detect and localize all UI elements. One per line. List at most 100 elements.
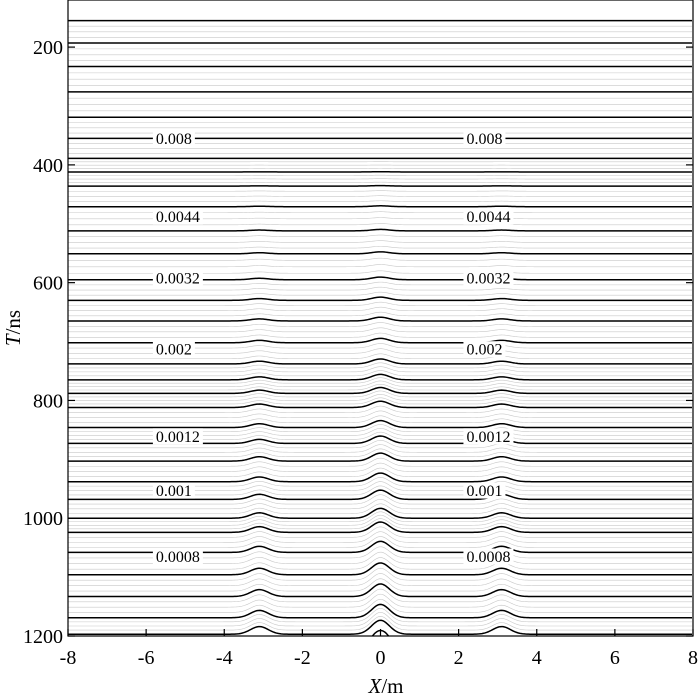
minor-contour-line	[68, 557, 692, 570]
x-tick-label: 0	[376, 647, 386, 669]
minor-contour-line	[68, 612, 692, 627]
minor-contour-line	[68, 301, 692, 306]
minor-contour-line	[68, 578, 692, 592]
contour-label: 0.008	[156, 131, 192, 148]
minor-contour-line	[68, 234, 692, 237]
minor-contour-line	[68, 448, 692, 457]
x-tick-label: -6	[138, 647, 155, 669]
major-contour-lines	[68, 19, 692, 637]
contour-label-background	[152, 130, 195, 147]
contour-line	[68, 386, 692, 395]
y-tick-label: 1000	[23, 508, 63, 530]
minor-contour-line	[68, 332, 692, 338]
minor-contour-line	[68, 514, 692, 526]
contour-line	[68, 400, 692, 409]
minor-contour-line	[68, 599, 692, 613]
minor-contour-line	[68, 440, 692, 449]
contour-label-background	[152, 548, 203, 565]
minor-contour-line	[68, 397, 692, 405]
contour-label-background	[152, 428, 203, 445]
minor-contour-line	[68, 608, 692, 623]
contour-labels: 0.008 0.008 0.0044 0.0044 0.0032 0.0032 0.002 0…	[152, 130, 514, 566]
minor-contour-line	[68, 327, 692, 333]
contour-label: 0.002	[156, 342, 192, 359]
x-tick-label: 4	[532, 647, 542, 669]
minor-contour-line	[68, 306, 692, 311]
minor-contour-line	[68, 195, 692, 197]
contour-line	[68, 521, 692, 534]
x-tick-label: -8	[60, 647, 77, 669]
contour-label-background	[152, 482, 195, 499]
contour-label: 0.0008	[156, 549, 200, 566]
minor-contour-line	[68, 511, 692, 523]
y-axis: 200 400 600 800 1000 1200	[23, 37, 693, 648]
contour-line	[68, 419, 692, 429]
contour-line	[68, 228, 692, 232]
minor-contour-line	[68, 467, 692, 477]
y-tick-label: 800	[33, 390, 63, 412]
contour-label-background	[463, 208, 514, 225]
contour-label-background	[463, 130, 506, 147]
minor-contour-line	[68, 536, 692, 548]
x-axis-label: X/m	[368, 674, 404, 698]
minor-contour-line	[68, 370, 692, 377]
y-tick-label: 1200	[23, 626, 63, 648]
minor-contour-line	[68, 223, 692, 226]
contour-label-background	[463, 428, 514, 445]
contour-label: 0.002	[466, 342, 502, 359]
minor-contour-line	[68, 362, 692, 369]
minor-contour-line	[68, 444, 692, 453]
contour-label-background	[152, 208, 203, 225]
contour-line	[68, 603, 692, 619]
contour-label-background	[463, 341, 506, 358]
contour-label: 0.0044	[156, 209, 200, 226]
contour-line	[68, 562, 692, 576]
minor-contour-line	[68, 353, 692, 359]
contour-label: 0.001	[466, 483, 502, 500]
minor-contour-line	[68, 494, 692, 505]
minor-contour-line	[68, 200, 692, 202]
minor-contour-line	[68, 380, 692, 387]
contour-label-background	[463, 548, 514, 565]
x-axis: -8 -6 -4 -2 0 2 4 6 8	[60, 629, 698, 669]
minor-contour-line	[68, 240, 692, 243]
x-tick-label: -4	[216, 647, 233, 669]
contour-label-background	[152, 341, 195, 358]
minor-contour-line	[68, 245, 692, 249]
minor-contour-line	[68, 410, 692, 418]
contour-line	[68, 507, 692, 519]
minor-contour-line	[68, 286, 692, 291]
minor-contour-line	[68, 531, 692, 543]
contour-line	[68, 316, 692, 322]
minor-contour-line	[68, 503, 692, 514]
x-tick-label: 2	[454, 647, 464, 669]
x-tick-label: 8	[688, 647, 698, 669]
contour-label: 0.0032	[156, 270, 200, 287]
minor-contour-line	[68, 311, 692, 317]
plot-background	[68, 0, 693, 636]
minor-contour-line	[68, 526, 692, 538]
y-axis-label: T/ns	[1, 310, 25, 346]
y-tick-label: 200	[33, 37, 63, 59]
contour-label: 0.0012	[156, 429, 200, 446]
contour-label-background	[463, 482, 506, 499]
contour-line	[68, 373, 692, 381]
contour-line	[68, 583, 692, 598]
contour-label-background	[463, 269, 514, 286]
contour-line	[68, 358, 692, 365]
minor-contour-line	[68, 257, 692, 261]
contour-line	[68, 205, 692, 208]
minor-contour-line	[68, 394, 692, 401]
y-tick-label: 400	[33, 155, 63, 177]
contour-label: 0.001	[156, 483, 192, 500]
minor-contour-line	[68, 415, 692, 423]
minor-contour-line	[68, 366, 692, 373]
minor-contour-line	[68, 190, 692, 192]
contour-line	[68, 251, 692, 255]
minor-contour-line	[68, 616, 692, 631]
x-tick-label: 6	[610, 647, 620, 669]
contour-label-background	[152, 269, 203, 286]
minor-contour-line	[68, 322, 692, 327]
minor-contour-line	[68, 567, 692, 581]
minor-contour-line	[68, 498, 692, 510]
